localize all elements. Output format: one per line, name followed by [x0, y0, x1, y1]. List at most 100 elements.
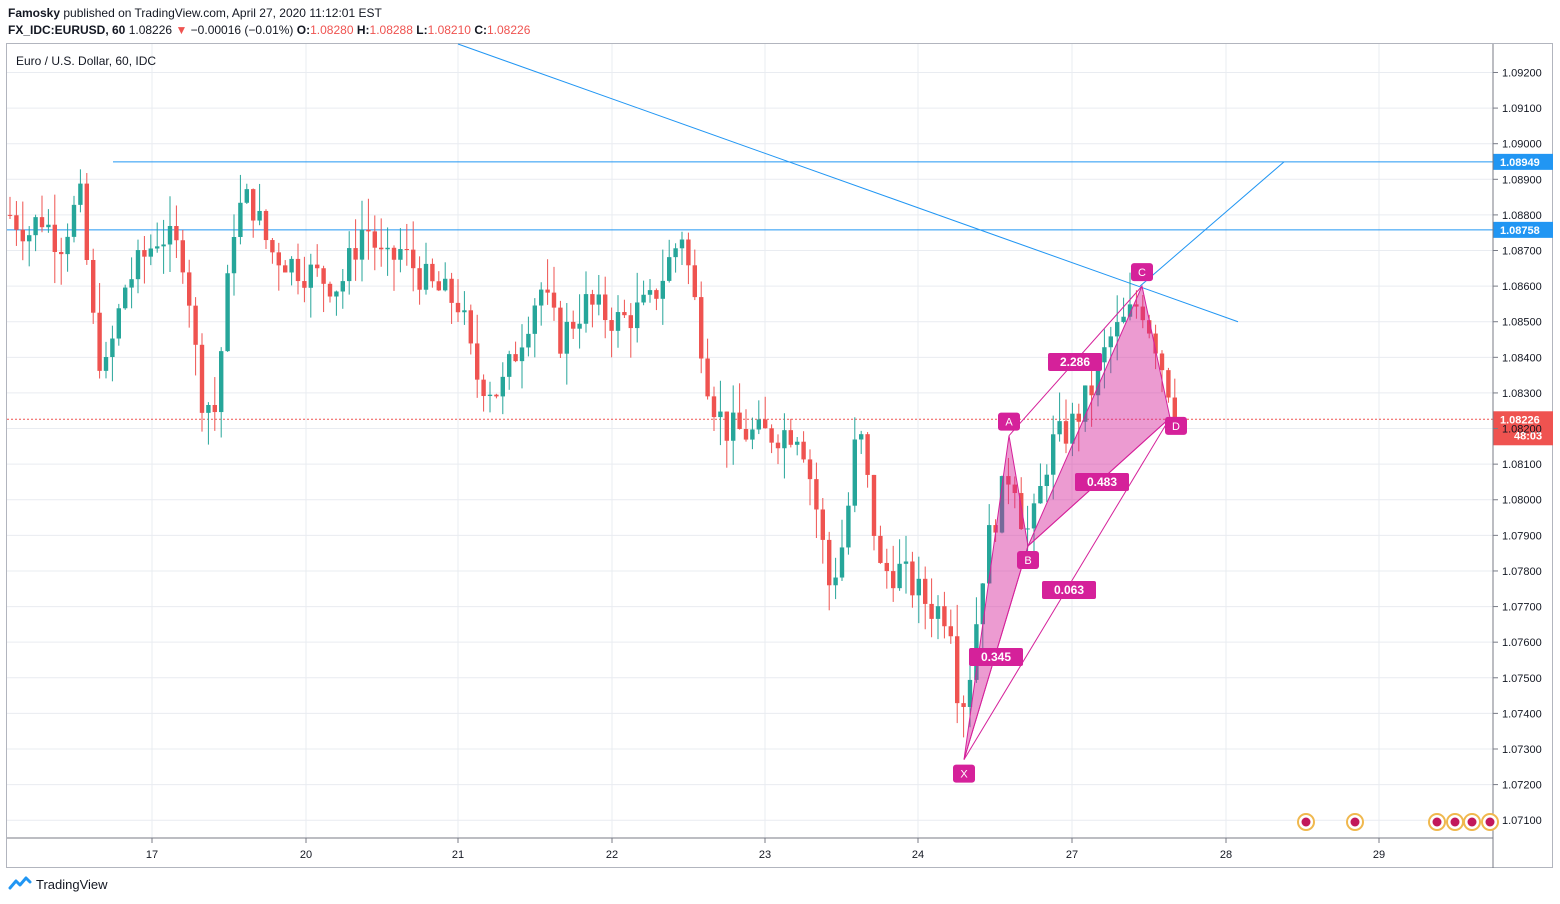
candle-body	[564, 321, 569, 354]
event-flag-icon	[1485, 817, 1495, 827]
candle-body	[379, 247, 384, 250]
candle-body	[673, 248, 678, 258]
candle-body	[686, 239, 691, 266]
candle-body	[353, 248, 358, 260]
price-tick-label: 1.08800	[1502, 210, 1542, 222]
candle-body	[212, 404, 217, 413]
pattern-ratio-label: 2.286	[1060, 355, 1090, 369]
candle-body	[1166, 370, 1171, 398]
candle-body	[500, 376, 505, 397]
pattern-ratio-label: 0.483	[1087, 475, 1117, 489]
candle-body	[244, 189, 249, 203]
published-text: published on TradingView.com, April 27, …	[63, 6, 382, 20]
event-flag-icon	[1432, 817, 1442, 827]
candle-body	[187, 272, 192, 306]
candle-body	[142, 250, 147, 257]
pattern-point-label: D	[1172, 421, 1180, 433]
candle-body	[462, 310, 467, 313]
level-price-badge	[1493, 221, 1553, 238]
time-tick-label: 23	[759, 849, 771, 861]
candle-body	[743, 429, 749, 440]
candle-body	[148, 248, 153, 257]
price-change: −0.00016 (−0.01%)	[190, 23, 294, 37]
candle-body	[679, 239, 685, 249]
candle-body	[980, 583, 985, 625]
descending-trendline	[457, 43, 1239, 323]
candle-body	[1019, 493, 1024, 530]
candle-body	[692, 265, 697, 298]
candle-body	[1159, 353, 1165, 371]
candle-body	[193, 305, 198, 345]
footer-brand[interactable]: TradingView	[36, 876, 108, 892]
candle-body	[321, 268, 326, 284]
candle-body	[999, 476, 1005, 533]
candle-body	[7, 214, 13, 216]
candle-body	[155, 246, 160, 249]
candle-body	[1147, 320, 1152, 334]
candle-body	[1153, 333, 1158, 354]
candle-body	[878, 535, 883, 563]
candle-body	[539, 289, 544, 306]
candle-body	[1095, 362, 1101, 396]
candle-body	[1108, 336, 1113, 348]
candle-body	[385, 247, 390, 250]
candle-body	[955, 636, 960, 704]
candle-body	[487, 394, 493, 397]
candle-body	[910, 561, 915, 596]
candle-body	[647, 290, 653, 295]
candle-body	[948, 626, 953, 637]
candle-body	[97, 312, 102, 371]
time-tick-label: 21	[452, 849, 464, 861]
candle-body	[103, 357, 109, 371]
countdown-text: 48:03	[1514, 430, 1542, 442]
harmonic-pattern: X A B C D 0.345 2.286 0.483 0.063	[953, 263, 1187, 783]
candle-body	[871, 474, 877, 536]
candle-body	[71, 204, 77, 237]
candle-body	[961, 703, 966, 707]
event-flag-icon	[1350, 817, 1360, 827]
price-tick-label: 1.08600	[1502, 281, 1542, 293]
price-tick-label: 1.07400	[1502, 708, 1542, 720]
pattern-point-badge	[953, 764, 975, 783]
event-flag-icon	[1301, 817, 1311, 827]
author-name[interactable]: Famosky	[8, 6, 61, 20]
candle-body	[263, 210, 269, 241]
candle-body	[724, 411, 729, 441]
grid	[7, 44, 1493, 838]
candle-body	[455, 302, 461, 313]
candle-body	[251, 189, 256, 221]
candle-body	[551, 292, 557, 308]
open-value: 1.08280	[310, 23, 354, 37]
candle-body	[257, 210, 262, 221]
candle-body	[1172, 397, 1177, 421]
candle-body	[225, 273, 230, 352]
pattern-point-badge	[998, 412, 1020, 431]
chart-frame	[6, 43, 1553, 868]
candle-body	[1140, 306, 1145, 321]
tradingview-logo-icon	[8, 876, 32, 890]
candle-body	[110, 338, 115, 358]
publish-info: Famosky published on TradingView.com, Ap…	[8, 6, 382, 20]
candle-body	[532, 305, 537, 334]
price-tick-label: 1.09200	[1502, 67, 1542, 79]
candle-body	[334, 291, 339, 297]
price-tick-label: 1.07500	[1502, 673, 1542, 685]
candle-body	[635, 302, 640, 329]
pattern-point-badge	[1017, 551, 1039, 570]
price-tick-label: 1.08300	[1502, 388, 1542, 400]
candle-body	[129, 279, 134, 288]
candle-body	[468, 310, 473, 344]
candle-body	[852, 439, 857, 506]
price-axis: 1.09200 1.09100 1.09000 1.08900 1.08800 1.087…	[1492, 44, 1542, 868]
candle-body	[1089, 385, 1094, 396]
chart-title: Euro / U.S. Dollar, 60, IDC	[16, 54, 156, 68]
candle-body	[935, 606, 941, 619]
candle-body	[417, 268, 422, 290]
candle-body	[1134, 304, 1139, 307]
candle-body	[206, 404, 211, 413]
candle-body	[33, 217, 38, 236]
candle-body	[270, 240, 275, 253]
candle-body	[628, 315, 633, 329]
candle-body	[769, 428, 774, 443]
